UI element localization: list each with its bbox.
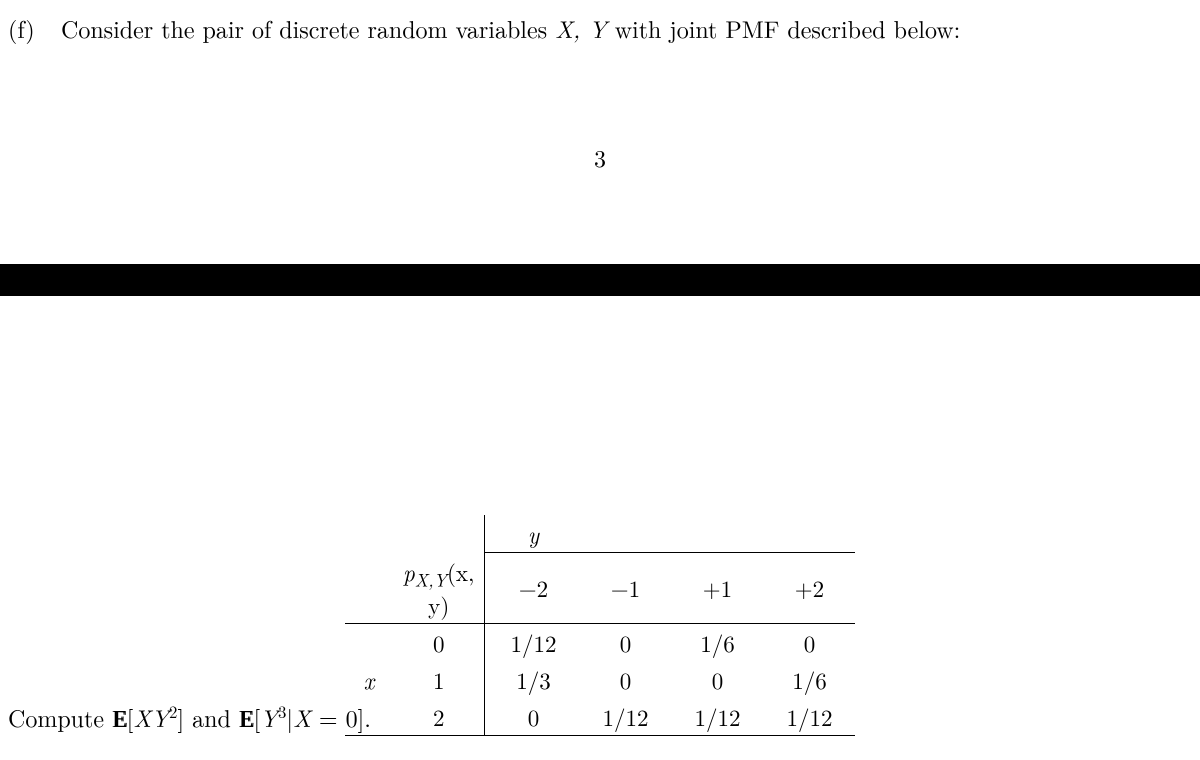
e1-sup: 2 — [169, 699, 177, 723]
page-number: 3 — [0, 140, 1200, 174]
table-cell — [393, 515, 485, 553]
compute-and: and — [184, 700, 239, 734]
pmf-cell: 1/3 — [485, 661, 580, 698]
table-cell — [763, 515, 855, 553]
pmf-args: (x, y) — [428, 555, 474, 621]
pmf-cell: 1/6 — [763, 661, 855, 698]
table-cell — [345, 623, 393, 661]
question-text: Consider the pair of discrete random var… — [61, 11, 960, 45]
y-header: y — [485, 515, 580, 553]
pmf-cell: 1/12 — [579, 698, 671, 736]
x-value: 0 — [393, 623, 485, 661]
question-line: (f) Consider the pair of discrete random… — [8, 12, 1180, 44]
table-cell — [345, 515, 393, 553]
question-post: with joint PMF described below: — [607, 11, 961, 45]
y-value: +2 — [763, 553, 855, 624]
question-vars: X, Y — [555, 11, 607, 45]
part-label: (f) — [8, 12, 53, 44]
pmf-cell: 1/6 — [671, 623, 763, 661]
question-pre: Consider the pair of discrete random var… — [61, 11, 555, 45]
pmf-cell: 0 — [579, 661, 671, 698]
pmf-label-cell: pX,Y(x, y) — [393, 553, 485, 624]
e2-cond: |X — [286, 700, 311, 734]
x-header-text: x — [364, 663, 375, 696]
pmf-cell: 1/12 — [485, 623, 580, 661]
pmf-cell: 0 — [579, 623, 671, 661]
x-header: x — [345, 661, 393, 698]
pmf-cell: 0 — [763, 623, 855, 661]
pmf-cell: 0 — [485, 698, 580, 736]
pmf-table: y pX,Y(x, y) −2 −1 +1 +2 0 1/12 — [345, 515, 855, 736]
pmf-cell: 1/12 — [763, 698, 855, 736]
x-value: 2 — [393, 698, 485, 736]
e2-eq: = 0]. — [311, 700, 371, 734]
table-cell — [579, 515, 671, 553]
y-header-text: y — [528, 517, 539, 550]
compute-line: Compute E[XY2] and E[Y3|X = 0]. — [8, 700, 371, 734]
pmf-p: p — [403, 555, 415, 588]
y-value: −1 — [579, 553, 671, 624]
y-value: −2 — [485, 553, 580, 624]
y-value: +1 — [671, 553, 763, 624]
compute-pre: Compute — [8, 700, 112, 734]
redaction-bar — [0, 264, 1200, 296]
table-cell — [345, 553, 393, 624]
e1-xy: XY — [133, 700, 169, 734]
expectation-e-icon: E — [112, 707, 127, 734]
e2-y: Y — [260, 700, 278, 734]
x-value: 1 — [393, 661, 485, 698]
pmf-cell: 0 — [671, 661, 763, 698]
table-cell — [671, 515, 763, 553]
expectation-e-icon: E — [239, 707, 254, 734]
pmf-cell: 1/12 — [671, 698, 763, 736]
